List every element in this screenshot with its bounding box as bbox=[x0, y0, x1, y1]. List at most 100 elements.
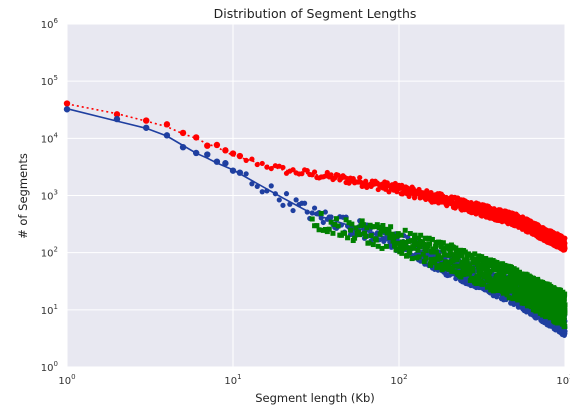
data-point bbox=[562, 310, 568, 316]
data-point bbox=[259, 160, 265, 167]
data-point bbox=[504, 292, 510, 298]
data-point bbox=[320, 219, 326, 226]
data-point bbox=[498, 265, 504, 271]
data-point bbox=[421, 259, 427, 265]
data-point bbox=[192, 149, 200, 157]
data-point bbox=[491, 281, 497, 287]
data-point bbox=[423, 255, 429, 261]
data-point bbox=[442, 252, 448, 258]
data-point bbox=[370, 242, 376, 248]
data-point bbox=[362, 230, 368, 236]
data-point bbox=[484, 278, 490, 284]
data-point bbox=[486, 273, 492, 279]
data-point bbox=[280, 164, 286, 171]
data-point bbox=[359, 218, 365, 224]
data-point bbox=[516, 291, 522, 297]
data-point bbox=[433, 239, 439, 245]
data-point bbox=[377, 231, 383, 237]
data-point bbox=[268, 183, 274, 189]
data-point bbox=[543, 313, 549, 319]
data-point bbox=[236, 169, 244, 176]
data-point bbox=[420, 251, 426, 257]
data-point bbox=[347, 227, 353, 233]
data-point bbox=[213, 141, 221, 149]
data-point bbox=[357, 174, 363, 181]
y-tick-labels: 100 101 102 103 104 105 106 bbox=[41, 17, 59, 374]
data-point bbox=[405, 245, 411, 251]
data-point bbox=[395, 240, 401, 246]
data-point bbox=[426, 235, 432, 241]
data-point bbox=[400, 245, 406, 251]
data-point bbox=[229, 167, 237, 174]
data-point bbox=[326, 226, 332, 232]
data-point bbox=[302, 200, 308, 206]
data-point bbox=[562, 302, 568, 308]
data-point bbox=[304, 209, 310, 215]
data-point bbox=[204, 142, 211, 149]
y-tick-label: 105 bbox=[41, 74, 58, 88]
data-point bbox=[412, 232, 418, 238]
data-point bbox=[440, 240, 446, 246]
data-point bbox=[535, 278, 541, 284]
data-point bbox=[374, 222, 380, 228]
data-point bbox=[447, 245, 453, 251]
data-point bbox=[371, 224, 377, 230]
data-point bbox=[328, 219, 334, 225]
data-point bbox=[492, 279, 498, 285]
data-point bbox=[416, 254, 422, 260]
data-point bbox=[423, 248, 429, 254]
data-point bbox=[345, 235, 351, 241]
data-point bbox=[249, 181, 255, 187]
data-point bbox=[314, 223, 320, 229]
data-point bbox=[352, 235, 358, 241]
data-point bbox=[335, 223, 341, 229]
data-point bbox=[434, 263, 440, 269]
data-point bbox=[561, 317, 567, 323]
data-point bbox=[290, 207, 296, 214]
data-point bbox=[445, 259, 451, 265]
data-point bbox=[562, 235, 568, 241]
data-point bbox=[192, 134, 200, 141]
data-point bbox=[346, 220, 352, 226]
data-point bbox=[521, 286, 527, 292]
data-point bbox=[328, 214, 334, 220]
data-point bbox=[513, 283, 519, 289]
data-point bbox=[453, 245, 459, 251]
data-point bbox=[254, 161, 260, 168]
data-point bbox=[392, 243, 398, 249]
data-point bbox=[438, 255, 444, 261]
data-point bbox=[404, 253, 410, 259]
x-tick-label: 101 bbox=[224, 373, 241, 387]
data-point bbox=[243, 171, 249, 177]
y-tick-label: 106 bbox=[41, 17, 59, 31]
data-point bbox=[213, 158, 221, 165]
data-point bbox=[249, 156, 255, 162]
data-point bbox=[304, 167, 310, 174]
data-point bbox=[552, 287, 558, 293]
data-point bbox=[311, 169, 318, 175]
y-tick-label: 102 bbox=[41, 246, 58, 260]
data-point bbox=[464, 259, 470, 265]
data-point bbox=[395, 231, 401, 237]
data-point bbox=[332, 221, 338, 227]
data-point bbox=[373, 237, 379, 243]
data-point bbox=[412, 236, 418, 242]
data-point bbox=[389, 231, 395, 237]
data-point bbox=[375, 243, 381, 249]
data-point bbox=[353, 225, 359, 231]
data-point bbox=[299, 171, 305, 177]
data-point bbox=[460, 266, 466, 272]
data-point bbox=[562, 328, 568, 334]
data-point bbox=[407, 248, 413, 254]
data-point bbox=[448, 251, 454, 257]
data-point bbox=[453, 257, 459, 263]
y-tick-label: 104 bbox=[41, 131, 59, 145]
data-point bbox=[396, 246, 402, 252]
data-point bbox=[398, 232, 404, 238]
series-0 bbox=[63, 100, 568, 253]
data-point bbox=[360, 222, 366, 228]
data-point bbox=[378, 226, 384, 232]
data-point bbox=[276, 197, 282, 203]
data-point bbox=[264, 188, 270, 194]
x-tick-label: 100 bbox=[58, 373, 75, 387]
